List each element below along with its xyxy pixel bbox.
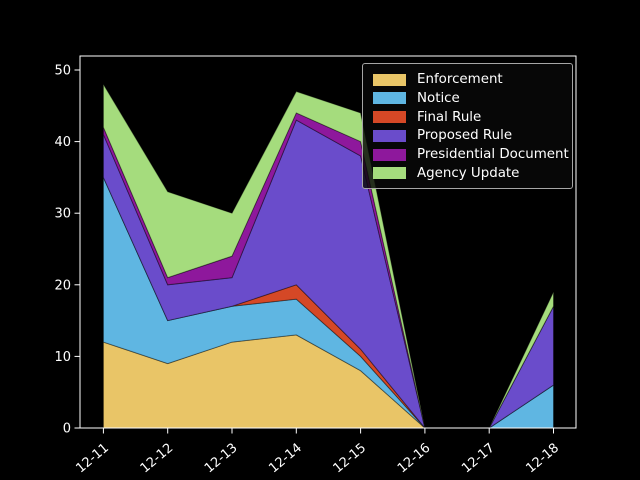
x-tick-label: 12-11 [73, 441, 112, 477]
x-tick-label: 12-17 [459, 441, 498, 477]
final-rule-swatch-icon [373, 111, 406, 124]
y-tick-label: 10 [54, 350, 71, 365]
y-tick-label: 20 [54, 278, 71, 293]
y-tick-label: 40 [54, 135, 71, 150]
area-series-proposed-rule [102, 119, 554, 429]
legend: Enforcement Notice Final Rule Proposed R… [362, 63, 573, 189]
legend-label: Final Rule [417, 109, 482, 125]
legend-label: Presidential Document [417, 147, 569, 163]
legend-item-presidential-document: Presidential Document [373, 146, 569, 163]
y-tick-label: 30 [54, 207, 71, 222]
legend-label: Proposed Rule [417, 128, 513, 144]
x-tick-label: 12-12 [138, 441, 177, 477]
agency-update-swatch-icon [373, 167, 406, 180]
legend-label: Agency Update [417, 165, 520, 181]
legend-item-proposed-rule: Proposed Rule [373, 127, 562, 144]
area-series-agency-update [102, 82, 554, 429]
x-tick-label: 12-16 [395, 441, 434, 477]
enforcement-swatch-icon [373, 73, 406, 86]
x-tick-label: 12-14 [266, 441, 305, 477]
legend-item-enforcement: Enforcement [373, 71, 562, 88]
y-tick-label: 50 [54, 64, 71, 79]
x-tick-label: 12-13 [202, 441, 241, 477]
x-tick-label: 12-18 [523, 441, 562, 477]
notice-swatch-icon [373, 92, 406, 105]
legend-label: Enforcement [417, 72, 503, 87]
legend-item-final-rule: Final Rule [373, 109, 562, 126]
presidential-document-swatch-icon [373, 148, 406, 161]
y-tick-label: 0 [63, 422, 71, 437]
x-tick-label: 12-15 [331, 441, 370, 477]
legend-label: Notice [417, 90, 460, 106]
proposed-rule-swatch-icon [373, 129, 406, 142]
legend-item-agency-update: Agency Update [373, 165, 562, 182]
axes-spines [79, 55, 577, 429]
legend-item-notice: Notice [373, 90, 562, 107]
